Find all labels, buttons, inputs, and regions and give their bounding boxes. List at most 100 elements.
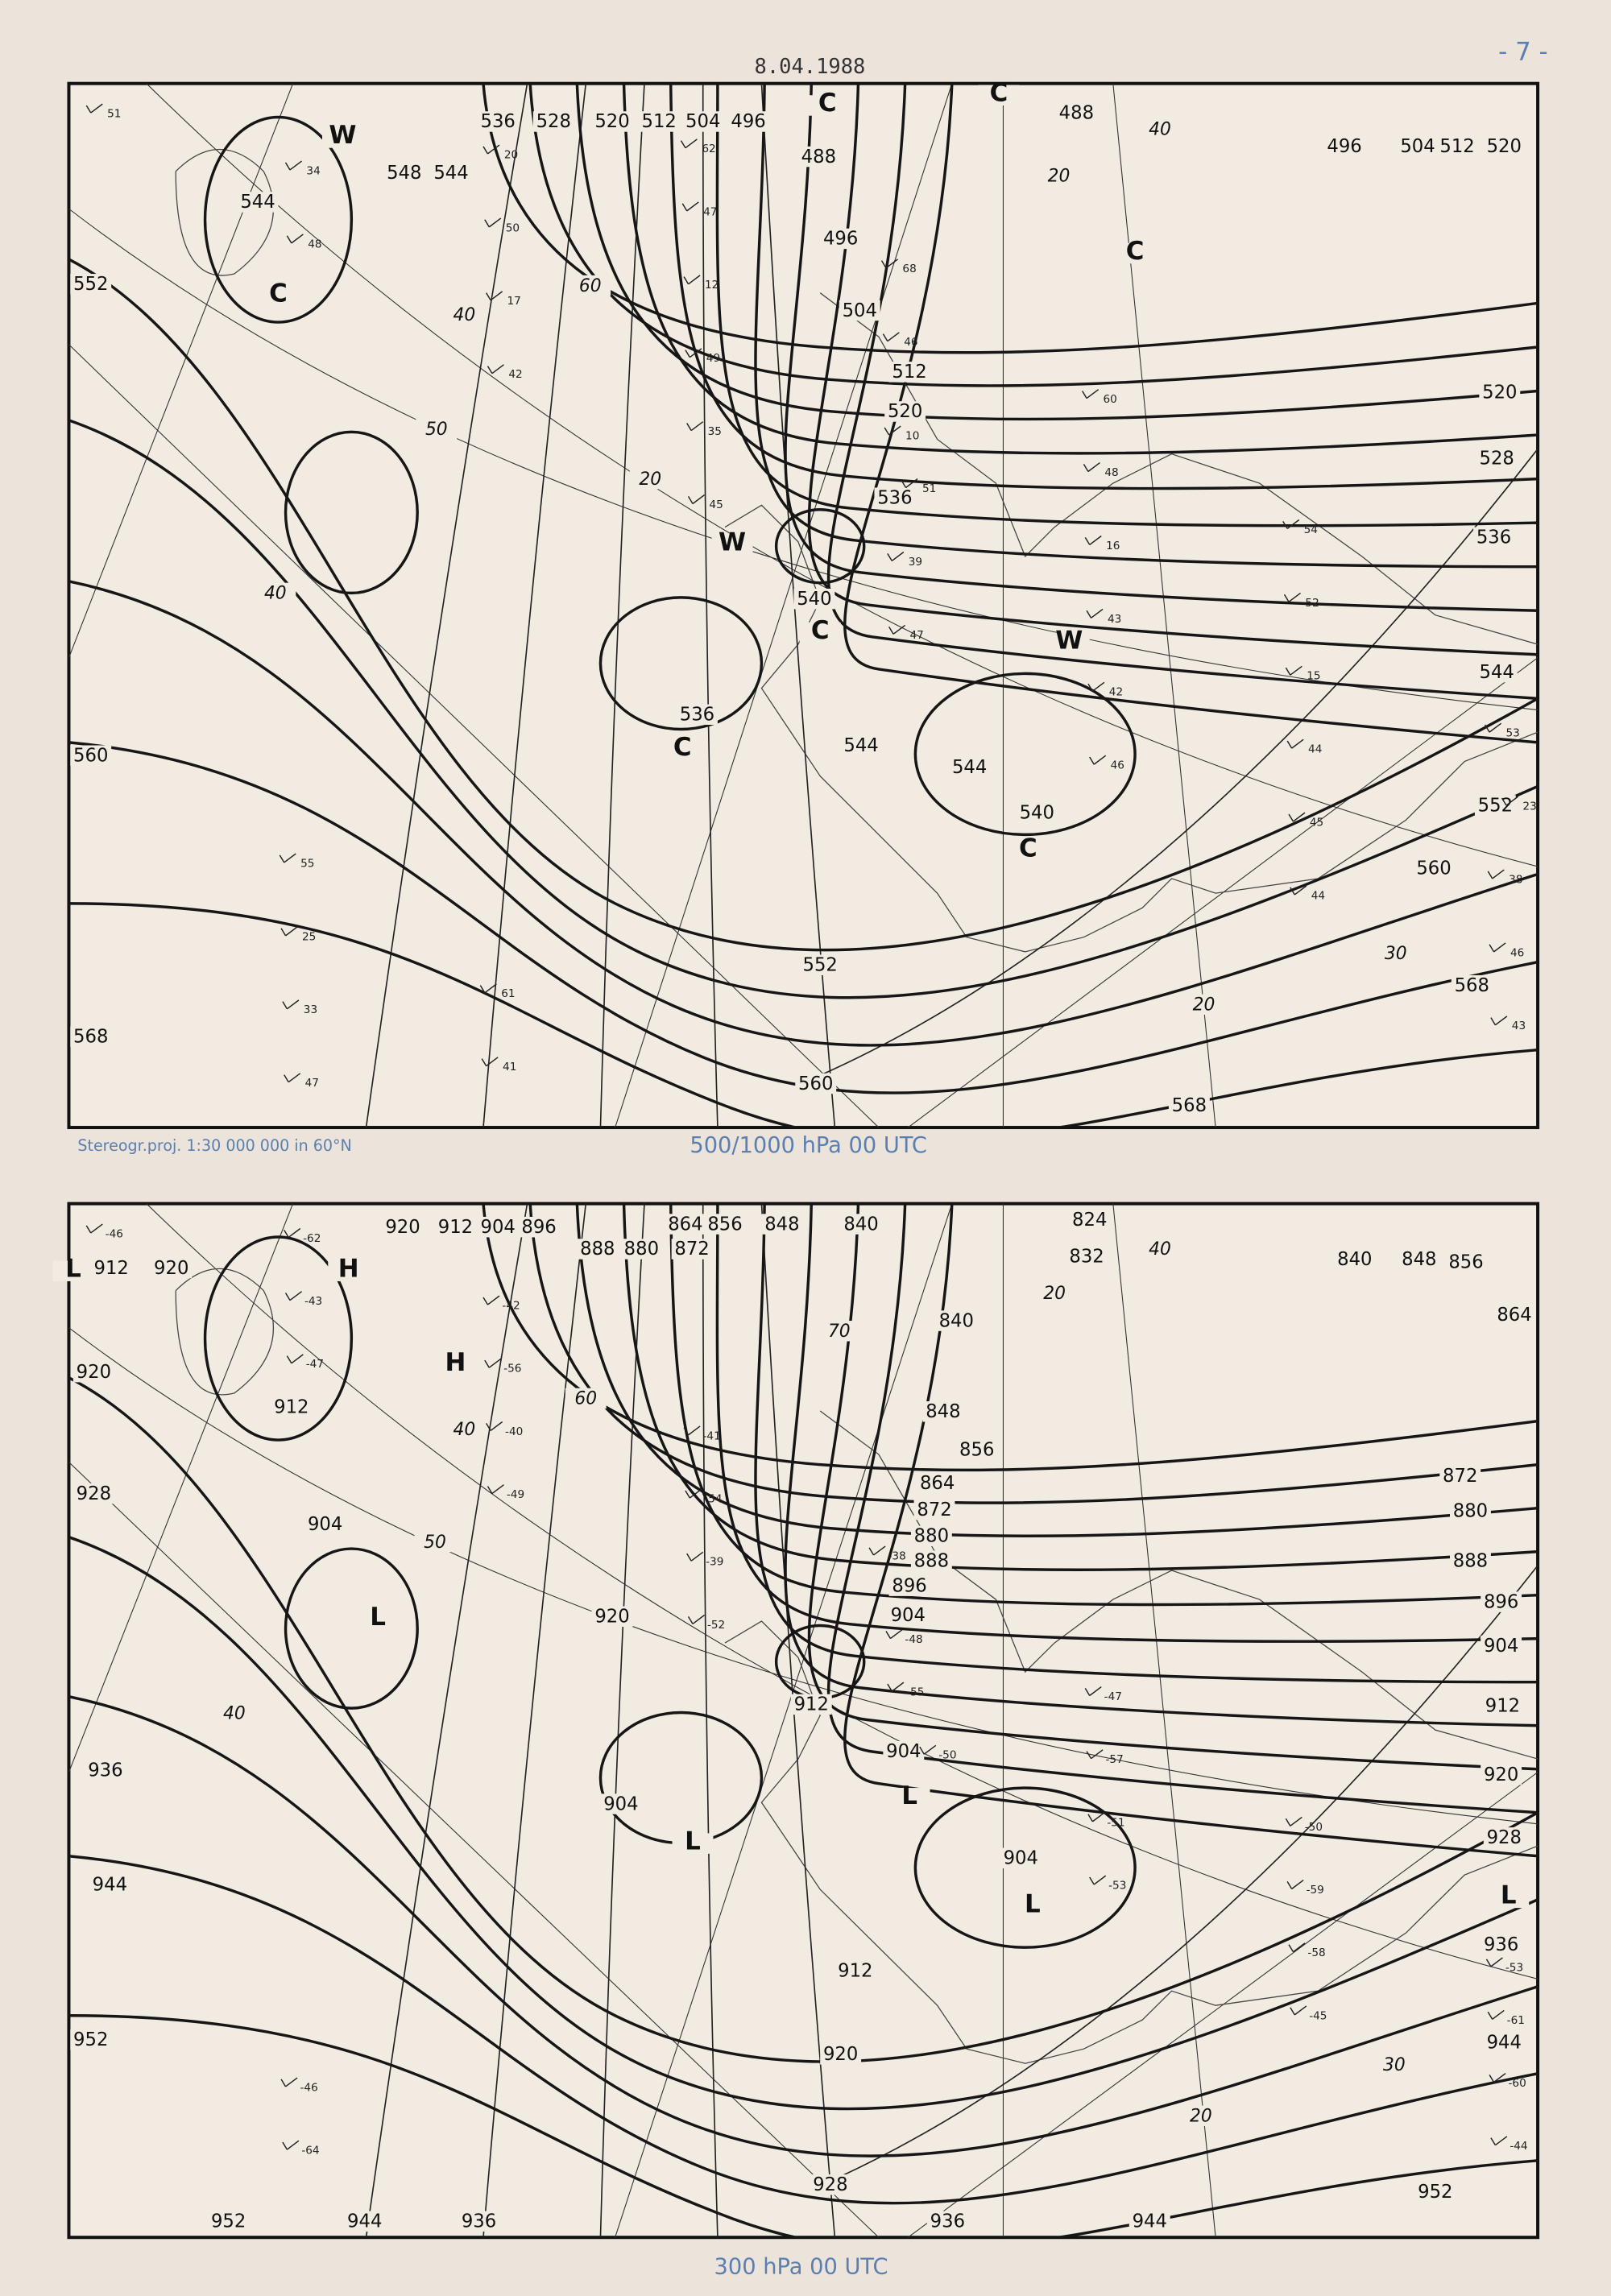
station-value: -60 [1509, 2077, 1526, 2090]
isohypse [68, 1855, 1539, 2205]
label-mask [806, 95, 848, 116]
contour-label: 568 [1455, 975, 1489, 996]
contour-label-group: 920 [151, 1257, 193, 1279]
station-value: 12 [705, 279, 719, 292]
thickness-label-group: 50 [416, 419, 458, 440]
contour-label: 872 [674, 1239, 709, 1260]
contour-label: 488 [1059, 102, 1094, 123]
label-mask [840, 1214, 882, 1235]
station-plot: 44 [1286, 738, 1322, 756]
station-plot: 48 [1083, 462, 1119, 479]
label-mask [477, 111, 519, 132]
closed-isohypse [284, 1547, 419, 1710]
label-mask [727, 111, 769, 132]
contour-label: 504 [685, 111, 720, 132]
wind-barb-icon [683, 275, 701, 285]
isotach-label: 50 [424, 1533, 446, 1553]
label-mask [1323, 136, 1365, 157]
contour-label-group: 520 [1483, 136, 1525, 157]
station-value: 54 [1304, 523, 1318, 536]
label-mask [884, 401, 926, 422]
label-mask [151, 1257, 193, 1279]
pressure-center: L [370, 1603, 386, 1632]
pressure-center-group: C [799, 616, 841, 645]
contour-label: 856 [707, 1214, 742, 1235]
station-value: -42 [502, 1300, 520, 1313]
contour-label: 952 [1418, 2182, 1452, 2203]
station-value: -50 [1305, 1821, 1323, 1834]
isotach-label: 20 [1190, 2107, 1212, 2127]
wind-barb-icon [687, 1614, 705, 1624]
label-mask [638, 111, 680, 132]
contour-label-group: 512 [638, 111, 680, 132]
graticule-line [68, 1462, 880, 2238]
contour-label-group: 848 [1398, 1248, 1440, 1270]
label-mask [70, 745, 112, 766]
wind-barb-icon [284, 160, 302, 171]
label-mask [477, 1216, 519, 1238]
thickness-label: 40 [1149, 119, 1171, 139]
label-mask [357, 1609, 399, 1630]
contour-label: 904 [1004, 1848, 1038, 1869]
contour-label-group: 512 [888, 362, 930, 383]
label-mask [1139, 118, 1181, 139]
contour-label-group: 944 [344, 2211, 386, 2232]
label-mask [591, 111, 633, 132]
wind-barb-icon [482, 144, 500, 155]
wind-barb-icon [1084, 1686, 1102, 1697]
station-plot: 17 [486, 291, 521, 308]
pressure-center: C [269, 279, 288, 308]
isohypse [68, 902, 1539, 1128]
station-value: -49 [507, 1488, 524, 1501]
contour-label-group: 920 [1481, 1764, 1522, 1785]
contour-label: 944 [93, 1874, 127, 1895]
contour-label: 936 [88, 1760, 122, 1781]
isohypse [784, 83, 1539, 612]
contour-label-group: 504 [839, 300, 880, 321]
isohypse [575, 1203, 1539, 1538]
station-value: 48 [308, 238, 321, 250]
thickness-label-group: 20 [1038, 165, 1079, 187]
station-plot: 51 [85, 103, 121, 121]
station-value: 25 [302, 930, 316, 943]
station-plots: 51 48 42 45 47 46 44 43 34 17 35 39 42 45 46 47 50 49 51 43… [85, 103, 1537, 1090]
graticule-line [68, 1203, 294, 1773]
station-plot: 44 [1290, 885, 1325, 902]
label-mask [1048, 632, 1090, 653]
contour-label: 952 [73, 2029, 108, 2050]
contour-label-group: 536 [874, 487, 916, 509]
label-mask [661, 739, 703, 760]
contour-label: 840 [843, 1214, 878, 1235]
isotach-label: 40 [223, 1704, 246, 1724]
station-plot: -50 [1285, 1816, 1323, 1834]
contour-label: 896 [1484, 1591, 1518, 1612]
contour-label: 936 [462, 2211, 496, 2232]
contour-label-group: 944 [1129, 2211, 1170, 2232]
wind-barb-icon [1487, 869, 1505, 879]
contour-label: 848 [926, 1401, 960, 1422]
isohypse [715, 1203, 1539, 1643]
label-mask [820, 2044, 862, 2065]
label-mask [888, 362, 930, 383]
contour-label-group: 544 [1476, 661, 1518, 683]
station-plot: 47 [888, 624, 924, 642]
contour-label: 864 [920, 1473, 955, 1494]
contour-label-group: 896 [888, 1575, 930, 1596]
thickness-label: 20 [1048, 167, 1071, 187]
label-mask [72, 1361, 114, 1383]
station-value: -61 [1507, 2014, 1525, 2027]
label-mask [443, 304, 485, 325]
isohypse [68, 258, 1539, 952]
contour-label-group: 936 [1481, 1934, 1522, 1955]
station-plot: -44 [1490, 2136, 1528, 2153]
wind-barb-icon [280, 2077, 298, 2087]
station-plot: 38 [1487, 869, 1522, 886]
isohypse [843, 1203, 1539, 1858]
station-plot: -52 [687, 1614, 725, 1632]
label-mask [1451, 974, 1493, 996]
contour-label: 540 [797, 589, 831, 610]
station-plot: -59 [1286, 1880, 1324, 1897]
label-mask [1482, 1695, 1523, 1716]
wind-barb-icon [868, 1545, 886, 1556]
wind-barb-icon [1089, 1875, 1107, 1885]
